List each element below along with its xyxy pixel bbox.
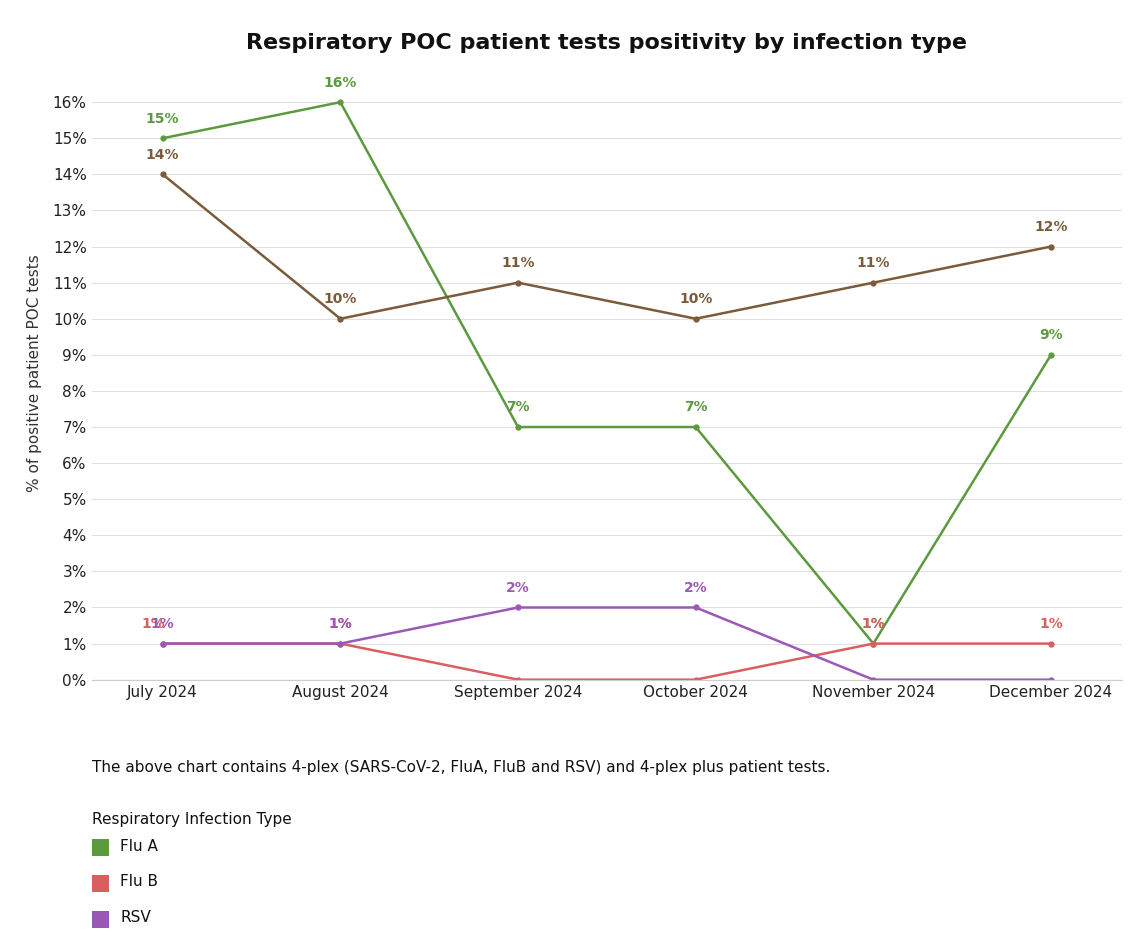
Title: Respiratory POC patient tests positivity by infection type: Respiratory POC patient tests positivity… [246,33,968,54]
Text: Flu B: Flu B [120,874,158,889]
Text: 12%: 12% [1034,220,1068,234]
Text: Respiratory Infection Type: Respiratory Infection Type [92,812,291,827]
RSV [689,602,703,614]
Flu B [156,638,169,649]
RSV [333,638,347,649]
Text: 1%: 1% [329,617,353,631]
Text: 1%: 1% [151,617,174,631]
Line: Flu A: Flu A [160,100,1053,646]
Text: 2%: 2% [684,581,708,595]
SARS-CoV-2 [511,277,524,288]
Text: Flu A: Flu A [120,838,158,853]
Text: 1%: 1% [1040,617,1063,631]
Line: SARS-CoV-2: SARS-CoV-2 [160,172,1053,321]
Text: 1%: 1% [142,617,166,631]
Flu B [333,638,347,649]
Line: Flu B: Flu B [160,641,1053,683]
RSV [511,602,524,614]
Text: 1%: 1% [329,617,353,631]
Flu B [1044,638,1058,649]
Text: 14%: 14% [145,147,180,161]
Text: 10%: 10% [679,292,712,306]
Text: 16%: 16% [324,76,357,90]
SARS-CoV-2 [867,277,881,288]
Flu A [867,638,881,649]
Text: 7%: 7% [506,400,530,414]
Flu A [1044,349,1058,361]
Flu B [867,638,881,649]
Text: 1%: 1% [861,617,885,631]
Flu B [511,674,524,685]
SARS-CoV-2 [689,313,703,325]
Text: 1%: 1% [861,617,885,631]
Text: 11%: 11% [856,256,890,270]
SARS-CoV-2 [333,313,347,325]
Text: 11%: 11% [502,256,535,270]
Text: 2%: 2% [506,581,530,595]
Text: 7%: 7% [684,400,708,414]
SARS-CoV-2 [156,169,169,180]
RSV [156,638,169,649]
Flu A [333,96,347,108]
RSV [1044,674,1058,685]
Text: 9%: 9% [1040,329,1063,343]
Text: 10%: 10% [324,292,357,306]
Flu B [689,674,703,685]
Line: RSV: RSV [160,605,1053,683]
Y-axis label: % of positive patient POC tests: % of positive patient POC tests [26,254,41,492]
Flu A [156,132,169,143]
Text: The above chart contains 4-plex (SARS-CoV-2, FluA, FluB and RSV) and 4-plex plus: The above chart contains 4-plex (SARS-Co… [92,760,830,775]
SARS-CoV-2 [1044,241,1058,252]
Text: RSV: RSV [120,910,151,925]
Flu A [511,421,524,432]
Flu A [689,421,703,432]
RSV [867,674,881,685]
Text: 15%: 15% [145,111,180,126]
